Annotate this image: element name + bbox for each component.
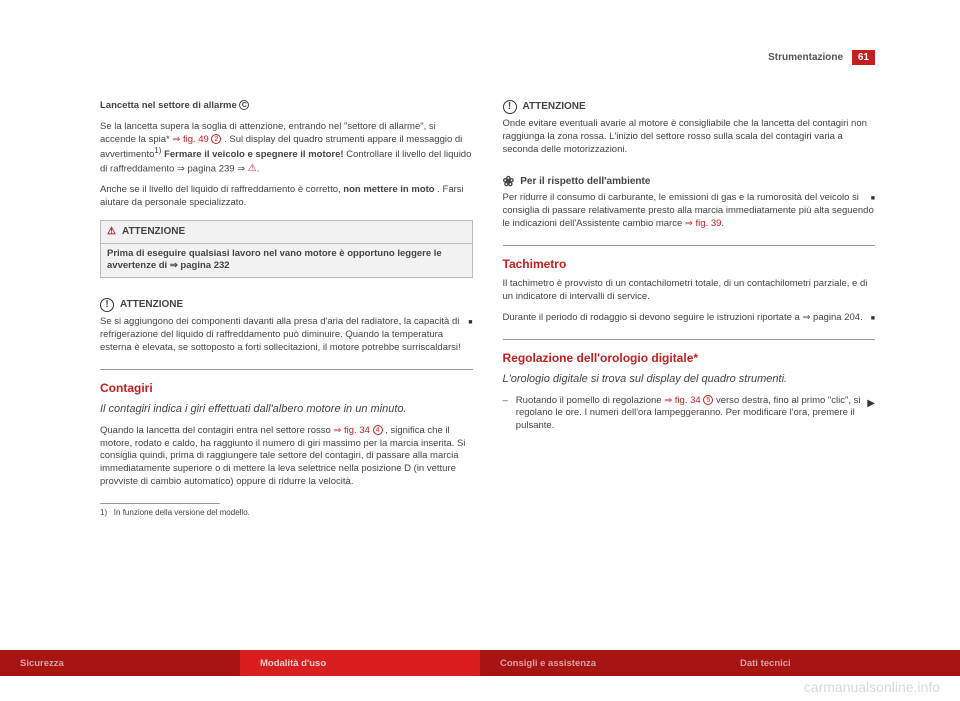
section-rule bbox=[100, 369, 473, 370]
bold-text: Fermare il veicolo e spegnere il motore! bbox=[164, 150, 344, 161]
bold-text: non mettere in moto bbox=[343, 184, 434, 195]
tab-consigli[interactable]: Consigli e assistenza bbox=[480, 650, 720, 676]
paragraph: ■ Per ridurre il consumo di carburante, … bbox=[503, 192, 876, 230]
text: Durante il periodo di rodaggio si devono… bbox=[503, 312, 863, 323]
header-section: Strumentazione bbox=[768, 52, 843, 63]
caution-icon: ! bbox=[503, 100, 517, 114]
paragraph: Se la lancetta supera la soglia di atten… bbox=[100, 121, 473, 177]
warning-triangle-icon: ⚠ bbox=[248, 162, 257, 176]
text: Ruotando il pomello di regolazione bbox=[516, 395, 664, 406]
crossref-link[interactable]: ⇒ fig. 49 bbox=[172, 134, 208, 145]
tab-dati[interactable]: Dati tecnici bbox=[720, 650, 960, 676]
list-item: – ▶ Ruotando il pomello di regolazione ⇒… bbox=[503, 395, 876, 433]
paragraph: Anche se il livello del liquido di raffr… bbox=[100, 184, 473, 210]
end-marker-icon: ■ bbox=[468, 318, 472, 327]
marker-4: 4 bbox=[373, 425, 383, 435]
page-number: 61 bbox=[852, 50, 875, 65]
footnote-num: 1) bbox=[100, 508, 107, 517]
footnote: 1) In funzione della versione del modell… bbox=[100, 508, 473, 519]
section-heading-tachimetro: Tachimetro bbox=[503, 256, 876, 272]
caution-title: ATTENZIONE bbox=[523, 100, 586, 114]
paragraph: ■ Durante il periodo di rodaggio si devo… bbox=[503, 312, 876, 325]
list-text: ▶ Ruotando il pomello di regolazione ⇒ f… bbox=[516, 395, 875, 433]
marker-2: 2 bbox=[211, 134, 221, 144]
warning-body: Prima di eseguire qualsiasi lavoro nel v… bbox=[101, 244, 472, 278]
text: Se si aggiungono dei componenti davanti … bbox=[100, 316, 461, 353]
subheading-lancetta: Lancetta nel settore di allarme C bbox=[100, 100, 473, 113]
watermark: carmanualsonline.info bbox=[804, 679, 940, 695]
paragraph: Quando la lancetta del contagiri entra n… bbox=[100, 425, 473, 489]
end-marker-icon: ■ bbox=[871, 314, 875, 323]
section-intro: Il contagiri indica i giri effettuati da… bbox=[100, 402, 473, 417]
environment-heading: ❀ Per il rispetto dell'ambiente bbox=[503, 174, 651, 188]
caution-title: ATTENZIONE bbox=[120, 298, 183, 312]
caution-heading: ! ATTENZIONE bbox=[503, 100, 586, 114]
paragraph: Onde evitare eventuali avarie al motore … bbox=[503, 118, 876, 156]
crossref-link[interactable]: ⇒ fig. 34 bbox=[664, 395, 700, 406]
section-intro: L'orologio digitale si trova sul display… bbox=[503, 372, 876, 387]
section-heading-orologio: Regolazione dell'orologio digitale* bbox=[503, 350, 876, 366]
right-column: ! ATTENZIONE Onde evitare eventuali avar… bbox=[503, 100, 876, 621]
warning-box-header: ⚠ ATTENZIONE bbox=[101, 221, 472, 244]
warning-triangle-icon: ⚠ bbox=[107, 225, 116, 239]
section-rule bbox=[503, 339, 876, 340]
environment-title: Per il rispetto dell'ambiente bbox=[520, 175, 650, 189]
content: Lancetta nel settore di allarme C Se la … bbox=[100, 100, 875, 621]
warning-title: ATTENZIONE bbox=[122, 225, 185, 239]
warning-box: ⚠ ATTENZIONE Prima di eseguire qualsiasi… bbox=[100, 220, 473, 278]
tab-sicurezza[interactable]: Sicurezza bbox=[0, 650, 240, 676]
tab-modalita[interactable]: Modalità d'uso bbox=[240, 650, 480, 676]
left-column: Lancetta nel settore di allarme C Se la … bbox=[100, 100, 473, 621]
paragraph: ■ Se si aggiungono dei componenti davant… bbox=[100, 316, 473, 354]
flower-icon: ❀ bbox=[503, 174, 515, 188]
end-marker-icon: ■ bbox=[871, 194, 875, 203]
dash-bullet: – bbox=[503, 395, 508, 433]
section-rule bbox=[503, 245, 876, 246]
bottom-tabs: Sicurezza Modalità d'uso Consigli e assi… bbox=[0, 650, 960, 676]
footnote-rule bbox=[100, 503, 220, 504]
crossref-link[interactable]: ⇒ fig. 39 bbox=[685, 218, 721, 229]
crossref-link[interactable]: ⇒ fig. 34 bbox=[333, 425, 369, 436]
text: Quando la lancetta del contagiri entra n… bbox=[100, 425, 333, 436]
continuation-arrow-icon: ▶ bbox=[867, 397, 875, 411]
caution-icon: ! bbox=[100, 298, 114, 312]
footnote-ref: 1) bbox=[154, 146, 161, 155]
marker-c: C bbox=[239, 100, 249, 110]
text: Anche se il livello del liquido di raffr… bbox=[100, 184, 343, 195]
page-header: Strumentazione 61 bbox=[768, 50, 875, 65]
caution-heading: ! ATTENZIONE bbox=[100, 298, 183, 312]
paragraph: Il tachimetro è provvisto di un contachi… bbox=[503, 278, 876, 304]
subheading-text: Lancetta nel settore di allarme bbox=[100, 100, 239, 111]
footnote-text: In funzione della versione del modello. bbox=[114, 508, 250, 517]
section-heading-contagiri: Contagiri bbox=[100, 380, 473, 396]
marker-5: 5 bbox=[703, 395, 713, 405]
